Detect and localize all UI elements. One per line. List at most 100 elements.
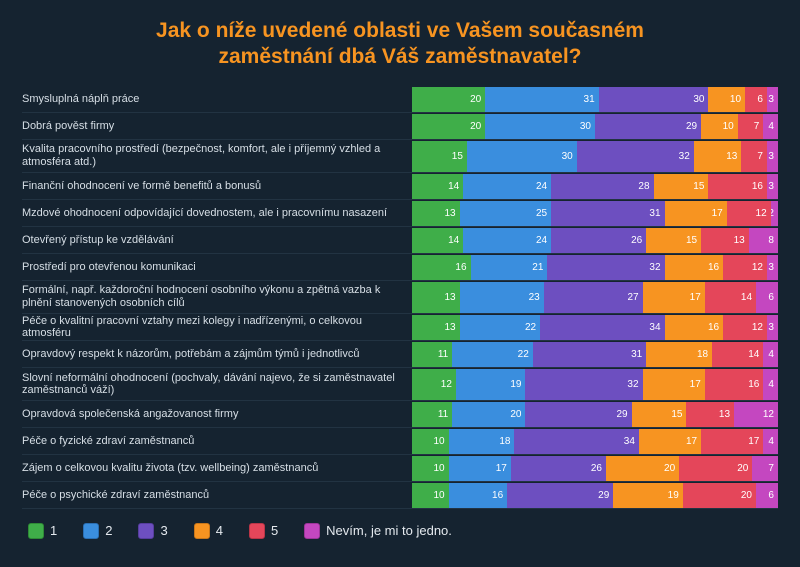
bar-segment: 22 [452, 342, 533, 367]
bar-segment: 7 [741, 141, 767, 172]
bar-segment: 29 [507, 483, 613, 508]
row-label: Opravdový respekt k názorům, potřebám a … [22, 342, 412, 368]
legend-label: 1 [50, 523, 57, 538]
bar-segment: 18 [449, 429, 515, 454]
bar-segment: 32 [577, 141, 694, 172]
legend-label: Nevím, je mi to jedno. [326, 523, 452, 538]
bar-segment: 7 [752, 456, 778, 481]
bar-segment: 12 [734, 402, 778, 427]
bar-segment: 17 [701, 429, 763, 454]
row-label: Opravdová společenská angažovanost firmy [22, 402, 412, 428]
bar-segment: 29 [595, 114, 701, 139]
bar-segment: 3 [767, 255, 778, 280]
row-bar: 2031301063 [412, 87, 778, 113]
row-label: Péče o kvalitní pracovní vztahy mezi kol… [22, 315, 412, 341]
bar-segment: 15 [632, 402, 687, 427]
chart-container: Jak o níže uvedené oblasti ve Vašem souč… [0, 0, 800, 553]
bar-segment: 16 [665, 315, 724, 340]
bar-segment: 17 [639, 429, 701, 454]
row-label: Mzdové ohodnocení odpovídající dovednost… [22, 201, 412, 227]
bar-segment: 18 [646, 342, 712, 367]
bar-segment: 6 [756, 282, 778, 313]
row-label: Dobrá pověst firmy [22, 114, 412, 140]
bar-segment: 20 [683, 483, 756, 508]
bar-segment: 12 [727, 201, 771, 226]
row-label: Péče o fyzické zdraví zaměstnanců [22, 429, 412, 455]
bar-segment: 20 [412, 87, 485, 112]
bar-segment: 13 [701, 228, 749, 253]
bar-segment: 13 [694, 141, 742, 172]
bar-segment: 28 [551, 174, 653, 199]
bar-segment: 10 [708, 87, 745, 112]
row-bar: 13223416123 [412, 315, 778, 341]
bar-segment: 10 [412, 483, 449, 508]
title-line-1: Jak o níže uvedené oblasti ve Vašem souč… [22, 18, 778, 44]
bar-segment: 7 [738, 114, 764, 139]
row-bar: 1530321373 [412, 141, 778, 173]
bar-segment: 12 [723, 315, 767, 340]
bar-segment: 8 [749, 228, 778, 253]
bar-segment: 20 [606, 456, 679, 481]
legend-item: 4 [194, 523, 223, 539]
title-line-2: zaměstnání dbá Váš zaměstnavatel? [22, 44, 778, 70]
bar-segment: 4 [763, 342, 778, 367]
bar-segment: 13 [412, 201, 460, 226]
bar-segment: 20 [679, 456, 752, 481]
bar-segment: 14 [412, 228, 463, 253]
stacked-bar-chart: Smysluplná náplň práce2031301063Dobrá po… [22, 87, 778, 509]
legend-label: 2 [105, 523, 112, 538]
row-bar: 16213216123 [412, 255, 778, 281]
row-bar: 2030291074 [412, 114, 778, 140]
bar-segment: 15 [654, 174, 709, 199]
bar-segment: 34 [540, 315, 664, 340]
bar-segment: 6 [756, 483, 778, 508]
legend-label: 4 [216, 523, 223, 538]
row-bar: 14242615138 [412, 228, 778, 254]
legend-swatch [304, 523, 320, 539]
bar-segment: 16 [412, 255, 471, 280]
bar-segment: 20 [412, 114, 485, 139]
chart-title: Jak o níže uvedené oblasti ve Vašem souč… [22, 18, 778, 71]
bar-segment: 3 [767, 87, 778, 112]
row-bar: 112029151312 [412, 402, 778, 428]
bar-segment: 3 [767, 174, 778, 199]
row-label: Formální, např. každoroční hodnocení oso… [22, 282, 412, 314]
row-bar: 11223118144 [412, 342, 778, 368]
row-label: Prostředí pro otevřenou komunikaci [22, 255, 412, 281]
row-bar: 10183417174 [412, 429, 778, 455]
bar-segment: 26 [511, 456, 606, 481]
legend-swatch [249, 523, 265, 539]
bar-segment: 19 [456, 369, 526, 400]
legend: 1 2 3 4 5 Nevím, je mi to jedno. [22, 523, 778, 539]
bar-segment: 30 [485, 114, 595, 139]
bar-segment: 16 [449, 483, 508, 508]
row-label: Otevřený přístup ke vzdělávání [22, 228, 412, 254]
bar-segment: 14 [412, 174, 463, 199]
row-label: Kvalita pracovního prostředí (bezpečnost… [22, 141, 412, 173]
row-bar: 10162919206 [412, 483, 778, 509]
bar-segment: 17 [449, 456, 511, 481]
bar-segment: 10 [412, 456, 449, 481]
bar-segment: 15 [412, 141, 467, 172]
row-bar: 12193217164 [412, 369, 778, 401]
row-label: Finanční ohodnocení ve formě benefitů a … [22, 174, 412, 200]
legend-item: 3 [138, 523, 167, 539]
bar-segment: 12 [412, 369, 456, 400]
bar-segment: 10 [412, 429, 449, 454]
bar-segment: 32 [525, 369, 642, 400]
row-bar: 13253117122 [412, 201, 778, 227]
bar-segment: 21 [471, 255, 548, 280]
legend-item: 2 [83, 523, 112, 539]
bar-segment: 31 [551, 201, 664, 226]
row-bar: 14242815163 [412, 174, 778, 200]
bar-segment: 14 [705, 282, 756, 313]
bar-segment: 17 [665, 201, 727, 226]
bar-segment: 13 [412, 282, 460, 313]
bar-segment: 27 [544, 282, 643, 313]
bar-segment: 3 [767, 315, 778, 340]
legend-label: 3 [160, 523, 167, 538]
bar-segment: 12 [723, 255, 767, 280]
bar-segment: 24 [463, 228, 551, 253]
legend-label: 5 [271, 523, 278, 538]
bar-segment: 13 [686, 402, 734, 427]
